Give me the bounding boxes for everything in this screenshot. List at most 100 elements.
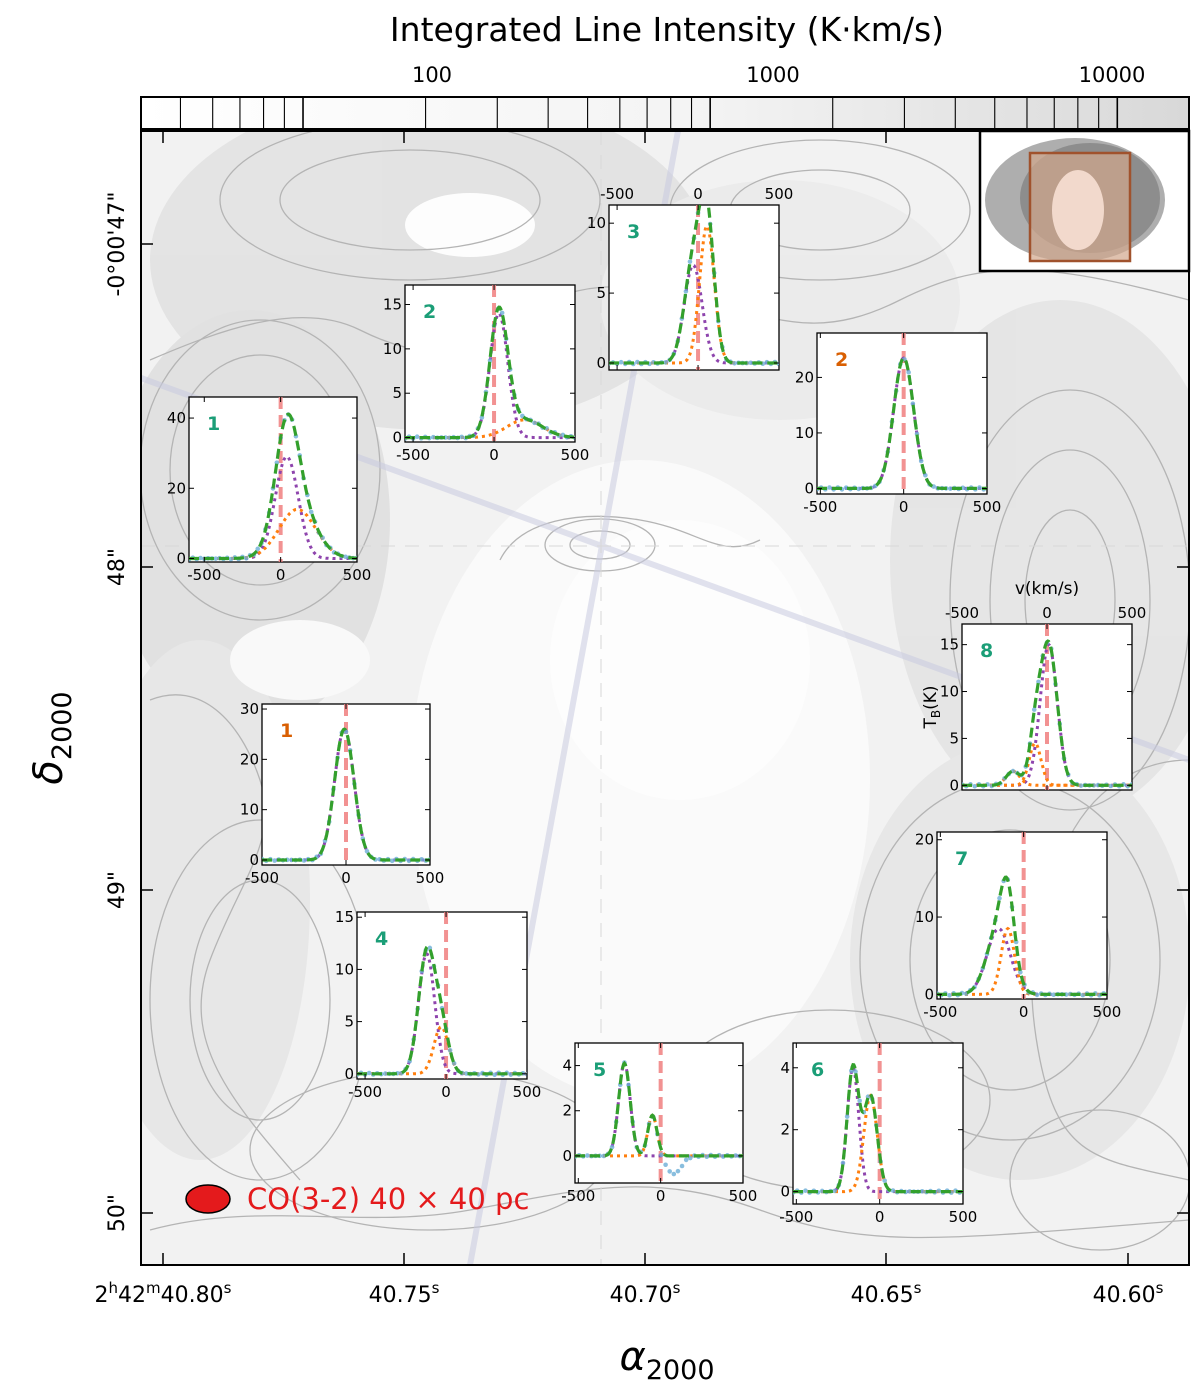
total-model-curve — [817, 356, 987, 490]
y-axis-label-sub: 2000 — [47, 691, 78, 760]
inset-x-tick-label: 500 — [513, 1083, 542, 1101]
x-axis-label-main: α — [619, 1334, 645, 1380]
data-point — [383, 1071, 388, 1076]
spectrum-inset-green-5: -500 0 500 0 2 4 5 — [561, 1042, 757, 1205]
data-point — [1108, 783, 1114, 789]
data-point — [687, 259, 693, 264]
data-point — [228, 556, 234, 562]
data-point — [853, 1069, 858, 1074]
inset-y-tick-label: 4 — [562, 1057, 572, 1075]
data-point — [659, 1152, 664, 1158]
colorbar-tick-1000: 1000 — [746, 63, 799, 87]
spectrum-inset-green-8: -500 0 500 0 5 10 15 8 v(km/s) TB(K) — [921, 579, 1146, 794]
inset-y-tick-label: 2 — [780, 1121, 790, 1139]
inset-x-tick-label: 0 — [875, 1208, 885, 1226]
y-tick-label-48: 48" — [105, 548, 130, 586]
inset-y-tick-label: 0 — [924, 985, 934, 1003]
x-tick-label-4080: 2h42m40.80s — [95, 1279, 232, 1308]
data-point — [687, 1155, 693, 1161]
total-model-curve — [357, 944, 527, 1076]
colorbar-tick-labels: 100 1000 10000 — [412, 63, 1145, 87]
inset-x-tick-label: 0 — [489, 446, 499, 464]
data-point — [856, 486, 861, 492]
inset-x-tick-label: 500 — [1118, 604, 1147, 622]
data-point — [431, 434, 436, 440]
inset-number-label: 1 — [280, 720, 293, 742]
data-point — [492, 1072, 497, 1078]
data-point — [308, 509, 314, 515]
spectrum-inset-green-3: -500 0 500 0 5 10 3 — [587, 185, 793, 372]
inset-x-tick-label: 500 — [416, 869, 445, 887]
data-point — [997, 895, 1002, 901]
x-tick-labels: 2h42m40.80s 40.75s 40.70s 40.65s 40.60s — [95, 1279, 1164, 1308]
data-point — [667, 1169, 673, 1174]
inset-x-tick-label: 500 — [973, 498, 1002, 516]
data-point — [1018, 970, 1023, 975]
data-point — [1036, 679, 1041, 685]
inset-y-tick-label: 0 — [176, 549, 186, 567]
data-point — [213, 556, 219, 561]
colorbar-label: Integrated Line Intensity (K·km/s) — [390, 10, 944, 49]
data-point — [671, 1171, 677, 1177]
data-point — [1051, 992, 1056, 997]
inset-y-tick-label: 10 — [915, 908, 934, 926]
data-point — [1031, 707, 1037, 712]
data-point — [487, 358, 493, 363]
inset-y-tick-label: 0 — [596, 354, 606, 372]
y-tick-label-49: 49" — [105, 871, 130, 909]
data-point — [463, 1071, 469, 1076]
inset-x-tick-label: -500 — [600, 185, 634, 203]
inset-x-tick-label: 0 — [341, 869, 351, 887]
data-point — [948, 486, 953, 491]
inset-number-label: 6 — [811, 1059, 824, 1081]
data-point — [1078, 783, 1084, 788]
data-point — [364, 848, 370, 854]
overview-inset — [978, 129, 1191, 273]
total-model-curve — [937, 875, 1107, 996]
inset-x-tick-label: 500 — [765, 185, 794, 203]
data-point — [675, 1168, 681, 1174]
inset-y-tick-label: 0 — [344, 1065, 354, 1083]
inset-y-tick-label: 0 — [562, 1147, 572, 1165]
total-model-curve — [962, 639, 1132, 787]
inset-y-tick-label: 5 — [344, 1013, 354, 1031]
data-point — [451, 1061, 457, 1066]
total-model-curve — [189, 412, 357, 561]
total-model-curve — [262, 727, 430, 862]
total-model-curve — [793, 1062, 963, 1194]
colorbar-tick-10000: 10000 — [1079, 63, 1146, 87]
inset-y-tick-label: 30 — [240, 700, 259, 718]
x-tick-label-4075: 40.75s — [369, 1279, 440, 1308]
inset-x-tick-label: -500 — [561, 1187, 595, 1205]
colorbar-ticks — [140, 97, 1119, 129]
data-point — [844, 1114, 850, 1119]
inset-x-tick-label: 0 — [656, 1187, 666, 1205]
inset-x-tick-label: 500 — [1093, 1003, 1122, 1021]
data-point — [447, 1047, 453, 1053]
y-tick-labels: -0°00'47" 48" 49" 50" — [105, 191, 130, 1232]
data-point — [683, 289, 689, 294]
data-point — [609, 1144, 615, 1150]
inset-y-tick-label: 4 — [780, 1059, 790, 1077]
inset-x-tick-label: -500 — [923, 1003, 957, 1021]
inset-y-tick-label: 20 — [915, 831, 934, 849]
inset-y-tick-label: 20 — [167, 479, 186, 497]
inset-y-tick-label: 10 — [240, 801, 259, 819]
inset-y-tick-label: 0 — [249, 851, 259, 869]
y-tick-label-50: 50" — [105, 1194, 130, 1232]
inset-y-tick-label: 0 — [780, 1183, 790, 1201]
data-point — [683, 1157, 689, 1163]
data-point — [243, 555, 249, 561]
inset-number-label: 8 — [980, 640, 993, 662]
data-point — [732, 361, 737, 366]
x-axis-label-sub: 2000 — [646, 1355, 715, 1386]
data-point — [499, 310, 505, 316]
data-point — [427, 945, 433, 951]
x-tick-label-4060: 40.60s — [1093, 1279, 1164, 1308]
inset-number-label: 4 — [375, 928, 388, 950]
inset-x-tick-label: 500 — [561, 446, 590, 464]
